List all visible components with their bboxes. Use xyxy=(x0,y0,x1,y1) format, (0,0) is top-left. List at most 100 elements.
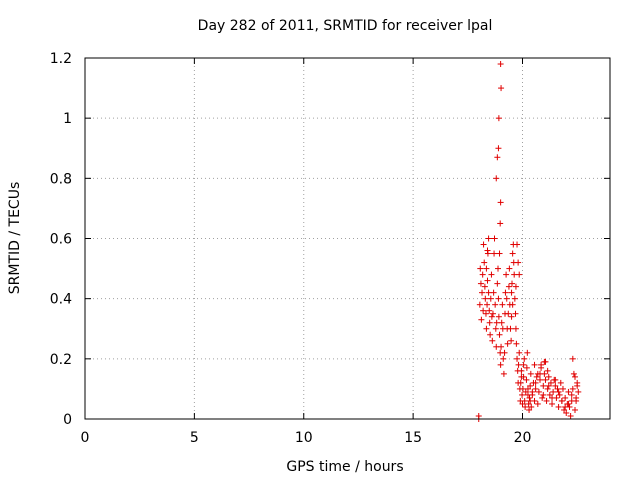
data-point xyxy=(483,325,490,332)
data-point xyxy=(481,259,488,266)
data-point xyxy=(542,376,549,383)
data-point xyxy=(519,391,526,398)
data-point xyxy=(508,337,515,344)
data-point xyxy=(505,283,512,290)
data-point xyxy=(482,295,489,302)
data-point xyxy=(480,307,487,314)
data-point xyxy=(538,364,545,371)
y-tick-label: 1 xyxy=(63,111,72,127)
data-point xyxy=(559,385,566,392)
data-point xyxy=(488,271,495,278)
y-tick-label: 0.8 xyxy=(50,171,72,187)
data-point xyxy=(546,391,553,398)
axis-ticks xyxy=(84,57,610,420)
data-point xyxy=(508,313,515,320)
data-point xyxy=(496,250,503,257)
y-axis-label: SRMTID / TECUs xyxy=(7,182,23,295)
x-tick-label: 10 xyxy=(295,430,313,446)
data-point xyxy=(537,376,543,383)
data-point xyxy=(567,412,574,419)
data-point xyxy=(535,388,542,395)
data-point xyxy=(516,349,523,356)
data-point xyxy=(509,280,515,287)
data-point xyxy=(572,406,578,413)
data-point xyxy=(500,355,507,362)
data-point xyxy=(519,400,526,407)
data-point xyxy=(517,379,524,386)
data-point xyxy=(501,349,508,356)
data-point xyxy=(477,280,484,287)
data-point xyxy=(487,295,494,302)
data-point xyxy=(523,364,530,371)
data-point xyxy=(492,301,499,308)
data-point xyxy=(515,361,522,368)
data-point xyxy=(547,379,554,386)
data-point xyxy=(479,271,486,278)
data-point xyxy=(512,310,519,317)
data-point xyxy=(481,283,488,290)
data-point xyxy=(544,385,551,392)
data-point xyxy=(486,307,493,314)
data-point xyxy=(562,394,569,401)
data-point xyxy=(541,358,548,365)
data-point xyxy=(521,397,528,404)
data-point xyxy=(499,301,506,308)
data-point xyxy=(514,355,521,362)
data-point xyxy=(497,361,504,368)
x-axis-label: GPS time / hours xyxy=(286,459,403,475)
data-point xyxy=(543,397,550,404)
data-point xyxy=(545,373,552,380)
data-point xyxy=(524,385,531,392)
data-point xyxy=(550,388,557,395)
data-point xyxy=(495,313,502,320)
data-point xyxy=(549,400,556,407)
grid-lines xyxy=(85,58,610,419)
data-point xyxy=(568,391,575,398)
x-tick-label: 15 xyxy=(404,430,422,446)
data-point xyxy=(491,250,498,257)
y-tick-labels: 0 0.2 0.4 0.6 0.8 1 1.2 xyxy=(50,51,72,428)
data-point xyxy=(495,265,501,272)
data-point xyxy=(513,340,520,347)
data-point xyxy=(486,319,493,326)
data-point xyxy=(526,406,533,413)
x-tick-labels: 0 5 10 15 20 xyxy=(81,430,532,446)
data-point xyxy=(485,289,492,296)
data-point xyxy=(494,154,501,161)
y-tick-label: 0.6 xyxy=(50,232,72,248)
data-point xyxy=(558,397,565,404)
data-point xyxy=(523,376,530,383)
data-point xyxy=(497,199,504,206)
data-point xyxy=(561,406,568,413)
data-point xyxy=(477,265,484,272)
data-point xyxy=(569,355,576,362)
data-point xyxy=(502,289,509,296)
data-point xyxy=(496,331,503,338)
data-point xyxy=(511,271,518,278)
data-point xyxy=(489,337,496,344)
data-point xyxy=(484,277,491,284)
data-point xyxy=(545,382,552,389)
data-point xyxy=(519,385,526,392)
data-point xyxy=(505,310,512,317)
data-point xyxy=(490,289,497,296)
data-point xyxy=(476,301,483,308)
data-point xyxy=(504,340,511,347)
data-point xyxy=(529,388,536,395)
data-point xyxy=(537,370,543,377)
data-point xyxy=(572,373,578,380)
data-point xyxy=(495,115,502,122)
data-point xyxy=(555,388,562,395)
data-point xyxy=(503,295,510,302)
x-tick-label: 5 xyxy=(190,430,199,446)
data-point xyxy=(531,361,538,368)
data-point xyxy=(540,391,547,398)
data-point xyxy=(527,370,534,377)
data-point xyxy=(480,241,487,248)
data-point xyxy=(497,220,504,227)
data-point xyxy=(495,295,502,302)
data-point xyxy=(573,397,580,404)
data-point xyxy=(518,373,525,380)
data-point xyxy=(525,400,532,407)
